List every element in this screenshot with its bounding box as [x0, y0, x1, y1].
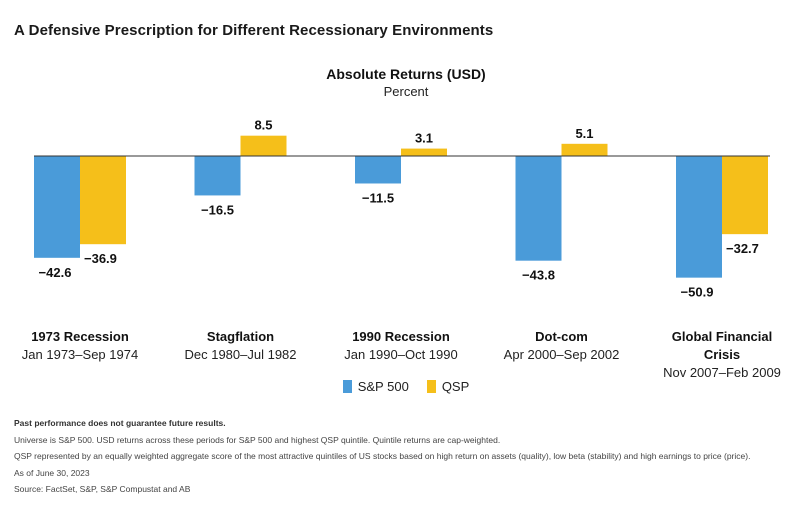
- bar-sp500-2: [355, 156, 401, 184]
- footnote-qsp-definition: QSP represented by an equally weighted a…: [14, 451, 751, 461]
- data-label-sp500-4: −50.9: [681, 285, 714, 300]
- bar-qsp-0: [80, 156, 126, 245]
- category-period-3: Apr 2000–Sep 2002: [504, 347, 620, 362]
- footnote-disclaimer: Past performance does not guarantee futu…: [14, 418, 226, 428]
- data-label-sp500-2: −11.5: [362, 190, 394, 205]
- bar-sp500-4: [676, 156, 722, 278]
- category-name-4-line1: Crisis: [704, 347, 740, 362]
- bar-sp500-1: [194, 156, 241, 196]
- chart-legend: S&P 500 QSP: [0, 379, 812, 394]
- data-label-sp500-1: −16.5: [201, 202, 234, 217]
- data-label-sp500-0: −42.6: [39, 265, 72, 280]
- footnote-universe: Universe is S&P 500. USD returns across …: [14, 434, 501, 445]
- page-title: A Defensive Prescription for Different R…: [14, 22, 494, 39]
- bar-qsp-3: [561, 143, 608, 156]
- category-name-3: Dot-com: [535, 329, 588, 344]
- data-label-qsp-4: −32.7: [726, 241, 759, 256]
- category-name-4: Global Financial: [672, 329, 772, 344]
- data-label-qsp-0: −36.9: [84, 251, 117, 266]
- data-label-qsp-1: 8.5: [254, 118, 272, 133]
- bar-sp500-0: [34, 156, 80, 258]
- legend-swatch-qsp: [426, 380, 436, 393]
- legend-item-qsp: QSP: [426, 379, 470, 394]
- bar-chart: −42.6 −36.9 1973 Recession Jan 1973–Sep 197…: [22, 118, 781, 380]
- data-label-qsp-3: 5.1: [575, 126, 593, 141]
- bar-qsp-2: [401, 148, 447, 156]
- legend-label-qsp: QSP: [441, 379, 470, 394]
- legend-swatch-sp500: [342, 380, 352, 393]
- data-label-sp500-3: −43.8: [522, 268, 555, 283]
- category-period-1: Dec 1980–Jul 1982: [184, 347, 296, 362]
- category-name-2: 1990 Recession: [352, 329, 450, 344]
- category-name-1: Stagflation: [207, 329, 274, 344]
- data-label-qsp-2: 3.1: [415, 131, 433, 146]
- bar-qsp-1: [240, 135, 287, 156]
- bar-sp500-3: [515, 156, 562, 261]
- chart-subtitle: Percent: [383, 84, 429, 99]
- legend-label-sp500: S&P 500: [357, 379, 409, 394]
- footnote-as-of-date: As of June 30, 2023: [14, 467, 90, 478]
- footnotes: Past performance does not guarantee futu…: [14, 415, 750, 498]
- category-period-4: Nov 2007–Feb 2009: [663, 365, 781, 380]
- chart-title: Absolute Returns (USD): [326, 66, 486, 82]
- bar-qsp-4: [722, 156, 768, 235]
- legend-item-sp500: S&P 500: [342, 379, 409, 394]
- category-period-2: Jan 1990–Oct 1990: [344, 347, 457, 362]
- footnote-source: Source: FactSet, S&P, S&P Compustat and …: [14, 484, 191, 494]
- category-name-0: 1973 Recession: [31, 329, 129, 344]
- category-period-0: Jan 1973–Sep 1974: [22, 347, 138, 362]
